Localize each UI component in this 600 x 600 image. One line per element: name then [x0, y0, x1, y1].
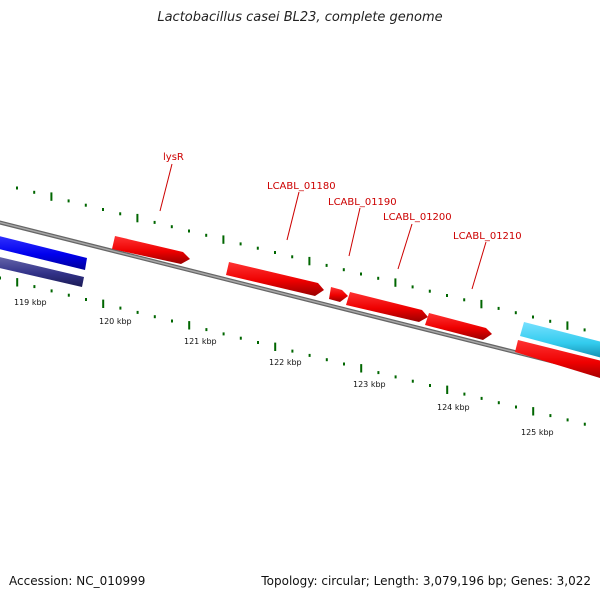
genome-backbone	[0, 220, 600, 376]
gene-LCABL_01190-arrow	[329, 287, 348, 302]
forward-strand-genes	[112, 236, 600, 358]
gene-label-LCABL_01200: LCABL_01200	[383, 212, 452, 223]
gene-label-LCABL_01190: LCABL_01190	[328, 197, 397, 208]
gene-reverse-blue	[0, 236, 87, 270]
genome-summary-text: Topology: circular; Length: 3,079,196 bp…	[261, 574, 591, 588]
gene-label-LCABL_01180: LCABL_01180	[267, 181, 336, 192]
gene-labels: lysR LCABL_01180 LCABL_01190 LCABL_01200…	[163, 152, 522, 242]
scale-label-123kbp: 123 kbp	[353, 380, 386, 389]
scale-label-125kbp: 125 kbp	[521, 428, 554, 437]
scale-label-119kbp: 119 kbp	[14, 298, 47, 307]
accession-text: Accession: NC_010999	[9, 574, 146, 588]
gene-label-lysR: lysR	[163, 152, 184, 163]
gene-forward-cyan	[520, 322, 600, 358]
map-title: Lactobacillus casei BL23, complete genom…	[157, 10, 443, 25]
reverse-strand-genes	[0, 236, 600, 378]
inner-tick-ring	[0, 276, 586, 426]
gene-label-leaders	[159, 163, 487, 290]
gene-reverse-navy	[0, 257, 84, 287]
scale-label-124kbp: 124 kbp	[437, 403, 470, 412]
gene-lysR-arrow	[112, 236, 190, 264]
scale-label-122kbp: 122 kbp	[269, 358, 302, 367]
scale-label-121kbp: 121 kbp	[184, 337, 217, 346]
gene-label-LCABL_01210: LCABL_01210	[453, 231, 522, 242]
scale-labels: 119 kbp 120 kbp 121 kbp 122 kbp 123 kbp …	[14, 298, 554, 437]
gene-reverse-red	[515, 340, 600, 378]
gene-LCABL_01180-arrow	[226, 262, 324, 296]
gene-LCABL_01210-arrow	[425, 313, 492, 340]
gene-LCABL_01200-arrow	[346, 292, 428, 322]
scale-label-120kbp: 120 kbp	[99, 317, 132, 326]
outer-tick-ring	[16, 186, 586, 332]
